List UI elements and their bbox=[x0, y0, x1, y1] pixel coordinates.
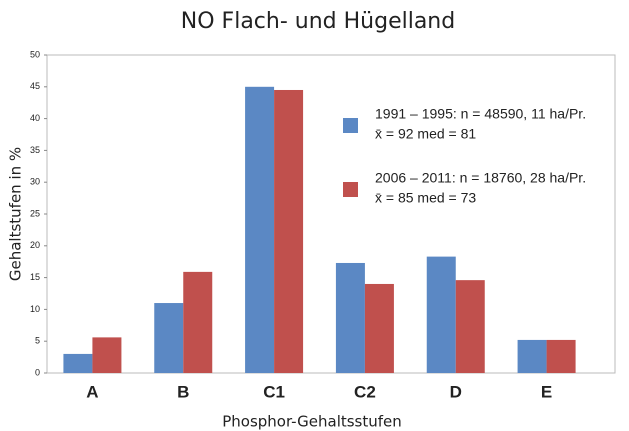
y-tick-label: 5 bbox=[35, 336, 40, 346]
bar bbox=[63, 353, 93, 373]
bar bbox=[426, 256, 456, 373]
y-tick-label: 50 bbox=[30, 49, 40, 59]
legend-stats: x̄ = 92 med = 81 bbox=[375, 126, 476, 142]
bar bbox=[274, 89, 304, 373]
plot-frame bbox=[46, 54, 616, 374]
bar bbox=[245, 86, 275, 374]
x-tick-label: C2 bbox=[354, 382, 376, 401]
bar bbox=[335, 262, 365, 373]
y-tick-label: 20 bbox=[30, 240, 40, 250]
x-tick-label: E bbox=[541, 382, 552, 401]
bar bbox=[154, 303, 184, 373]
x-tick-label: A bbox=[86, 382, 98, 401]
chart-title: NO Flach- und Hügelland bbox=[181, 9, 455, 34]
y-tick-label: 45 bbox=[30, 81, 40, 91]
y-tick-label: 30 bbox=[30, 177, 40, 187]
y-tick-label: 35 bbox=[30, 145, 40, 155]
legend-swatch bbox=[343, 182, 358, 197]
bar bbox=[546, 339, 576, 373]
y-tick-label: 25 bbox=[30, 208, 40, 218]
legend-stats: x̄ = 85 med = 73 bbox=[375, 190, 476, 206]
bar bbox=[455, 280, 485, 373]
legend-swatch bbox=[343, 118, 358, 133]
x-axis-label: Phosphor-Gehaltsstufen bbox=[222, 413, 402, 431]
legend-label: 1991 – 1995: n = 48590, 11 ha/Pr. bbox=[375, 106, 586, 122]
x-tick-label: C1 bbox=[263, 382, 285, 401]
bar bbox=[364, 283, 394, 373]
y-tick-label: 40 bbox=[30, 113, 40, 123]
y-axis-label: Gehaltstufen in % bbox=[7, 147, 25, 281]
y-tick-label: 15 bbox=[30, 272, 40, 282]
y-tick-label: 10 bbox=[30, 304, 40, 314]
x-tick-label: D bbox=[450, 382, 462, 401]
legend-label: 2006 – 2011: n = 18760, 28 ha/Pr. bbox=[375, 170, 586, 186]
bar bbox=[92, 337, 122, 373]
bar bbox=[517, 339, 547, 373]
y-tick-label: 0 bbox=[35, 367, 40, 377]
x-tick-label: B bbox=[177, 382, 189, 401]
bar bbox=[183, 271, 213, 373]
